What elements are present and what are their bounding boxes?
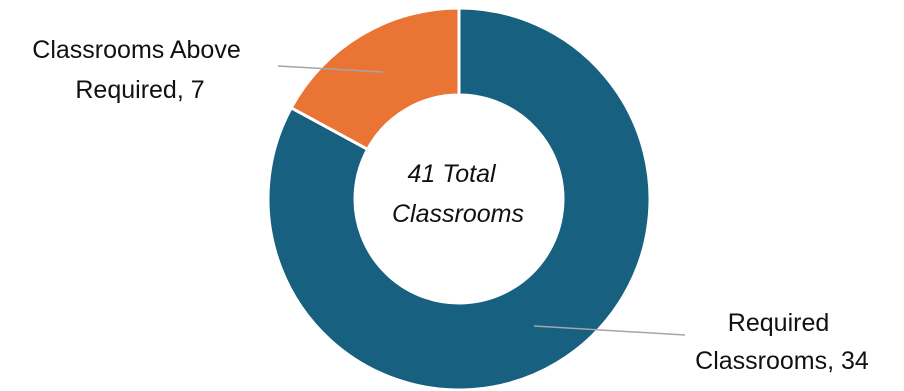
donut-slices [266, 6, 652, 391]
donut-slice-classrooms-above-required [289, 6, 461, 152]
leader-lines [277, 65, 686, 336]
slice-label-required-classrooms: Required Classrooms, 34 [695, 309, 869, 375]
center-total-label: 41 Total Classrooms [392, 160, 524, 228]
leader-line-classrooms-above-required [277, 65, 384, 73]
leader-line-required-classrooms [533, 325, 686, 336]
donut-slice-required-classrooms [266, 6, 652, 391]
slice-label-classrooms-above-required: Classrooms Above Required, 7 [32, 36, 247, 104]
